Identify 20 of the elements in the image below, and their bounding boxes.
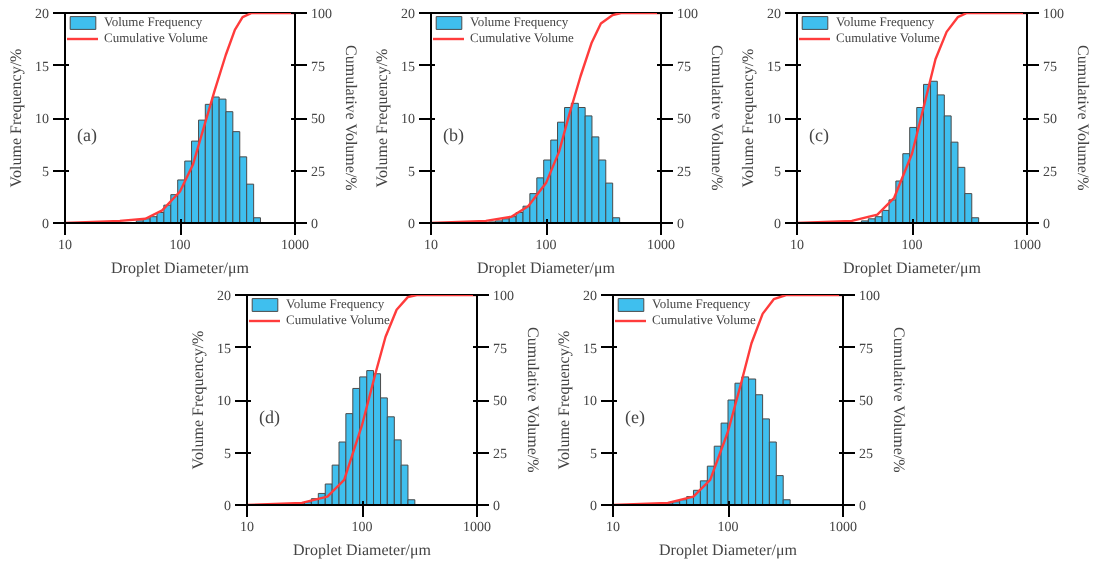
annotation: (b) [443,125,464,145]
annotation: (d) [259,407,280,427]
x-axis-title: Droplet Diameter/μm [843,259,983,277]
x-axis-title: Droplet Diameter/μm [477,259,617,277]
y-axis-title: Volume Frequency/% [189,329,207,470]
y-axis-title: Volume Frequency/% [555,329,573,470]
y-axis-title: Volume Frequency/% [373,47,391,188]
y2-axis-title: Cumulative Volume/% [1074,45,1092,192]
y2-axis-title: Cumulative Volume/% [524,327,542,474]
x-axis-title: Droplet Diameter/μm [293,541,433,559]
x-axis-title: Droplet Diameter/μm [111,259,251,277]
y-axis-title: Volume Frequency/% [7,47,25,188]
y-axis-title: Volume Frequency/% [739,47,757,188]
annotation: (e) [625,407,645,427]
annotation: (a) [77,125,97,145]
y2-axis-title: Cumulative Volume/% [342,45,360,192]
y2-axis-title: Cumulative Volume/% [708,45,726,192]
x-axis-title: Droplet Diameter/μm [659,541,799,559]
annotation: (c) [809,125,829,145]
y2-axis-title: Cumulative Volume/% [890,327,908,474]
